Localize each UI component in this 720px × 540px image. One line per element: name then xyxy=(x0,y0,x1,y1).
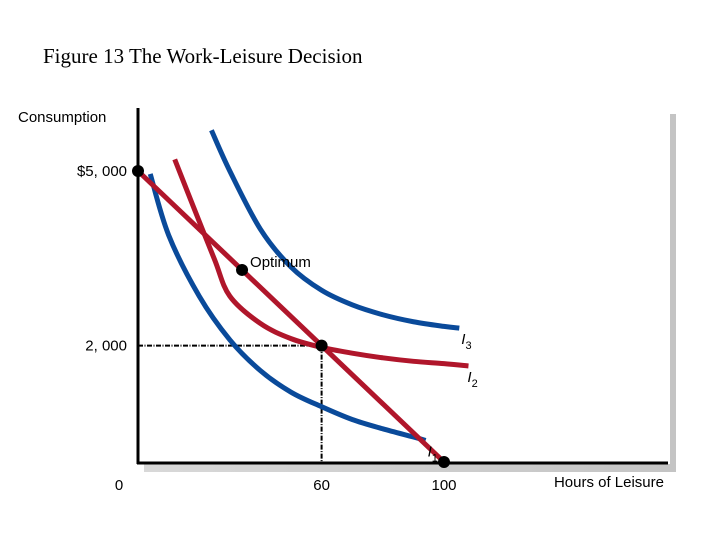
points xyxy=(132,165,450,468)
indifference-curve-i1 xyxy=(147,173,427,443)
reference-lines xyxy=(138,344,323,462)
curve-label-i1: I1 xyxy=(428,443,438,464)
indifference-curve-i3 xyxy=(209,129,460,331)
chart-title: Figure 13 The Work-Leisure Decision xyxy=(43,44,363,68)
budget-line xyxy=(136,169,446,464)
data-point xyxy=(315,339,328,352)
curve-label-i3: I3 xyxy=(461,331,471,352)
x-axis-label: Hours of Leisure xyxy=(554,474,664,491)
plot-area xyxy=(138,108,670,464)
optimum-point xyxy=(236,263,249,276)
data-point xyxy=(438,456,450,468)
x-tick-label: 100 xyxy=(431,477,456,494)
y-tick-label: 2, 000 xyxy=(85,338,127,355)
x-tick-label: 0 xyxy=(115,477,123,494)
curve-label-i2: I2 xyxy=(467,369,477,390)
y-tick-label: $5, 000 xyxy=(77,163,127,180)
x-tick-label: 60 xyxy=(313,477,330,494)
chart-labels: Consumption Hours of Leisure 0 60 100 $5, 000… xyxy=(18,109,664,494)
optimum-label: Optimum xyxy=(250,254,311,271)
y-axis-label: Consumption xyxy=(18,109,106,126)
indifference-curve-i2 xyxy=(172,158,469,369)
curves xyxy=(136,129,469,464)
data-point xyxy=(132,165,144,177)
